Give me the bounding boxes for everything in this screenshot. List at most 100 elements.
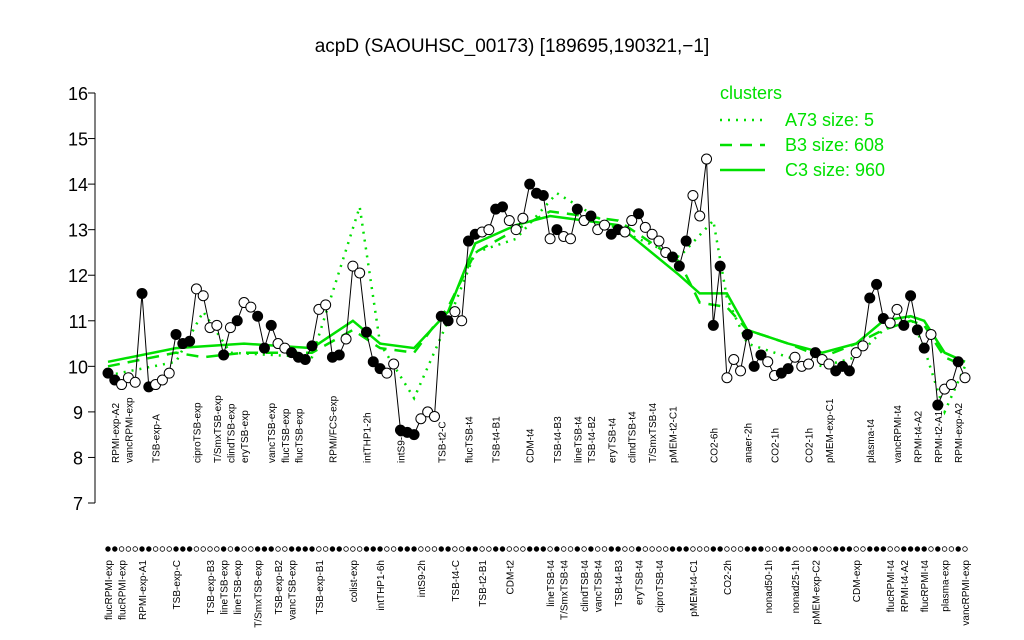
data-point <box>667 251 679 263</box>
data-point <box>265 319 277 331</box>
rug-dot <box>404 546 410 552</box>
rug-dot <box>615 546 621 552</box>
legend-title: clusters <box>720 83 782 103</box>
rug-dot <box>962 546 968 552</box>
data-point <box>224 322 236 334</box>
data-line <box>107 159 966 436</box>
x-tick-label: TSB-t2-B1 <box>478 560 489 607</box>
rug-dot <box>805 546 812 552</box>
data-point <box>551 224 563 236</box>
data-point <box>184 335 196 347</box>
rug-dot <box>928 546 934 552</box>
x-tick-label: flucTSB-t4 <box>464 416 475 463</box>
data-point <box>755 349 767 361</box>
x-tick-label: pMEM-t2-C1 <box>669 406 680 463</box>
cluster-line <box>107 214 966 364</box>
rug-dot <box>561 546 567 552</box>
data-point <box>932 399 944 411</box>
rug-dot <box>588 546 594 552</box>
rug-dot <box>690 546 696 552</box>
rug-dot <box>669 546 676 552</box>
x-tick-label: TSB-t4-B3 <box>614 560 625 607</box>
data-point <box>102 367 114 379</box>
rug-dot <box>499 546 506 552</box>
y-tick-label: 8 <box>73 448 83 468</box>
x-tick-label: RPMI-t2-A1 <box>934 410 945 463</box>
rug-dot <box>125 546 132 552</box>
data-point <box>136 287 148 299</box>
rug-dot <box>336 546 342 552</box>
x-tick-label: eryTSB-t4 <box>607 418 618 463</box>
rug-dot <box>751 546 757 552</box>
data-point <box>707 319 719 331</box>
data-point <box>952 356 964 368</box>
rug-dot <box>513 546 519 552</box>
x-tick-label: flucRPMI-exp <box>104 560 115 620</box>
x-tick-label: pMEM-exp-C2 <box>811 560 822 625</box>
data-point <box>701 153 713 165</box>
x-tick-label: vancTSB-exp <box>288 560 299 620</box>
data-point <box>496 201 508 213</box>
data-point <box>510 224 522 236</box>
chart-title: acpD (SAOUHSC_00173) [189695,190321,−1] <box>315 36 710 57</box>
data-point <box>871 278 883 290</box>
data-point <box>462 235 474 247</box>
data-point <box>347 260 359 272</box>
x-tick-label: CO2-1h <box>771 428 782 463</box>
x-tick-label: TSB-exp-A <box>152 414 163 463</box>
rug-dot <box>683 546 689 552</box>
legend-label: C3 size: 960 <box>785 160 885 180</box>
cluster-line <box>107 191 967 416</box>
rug-dot <box>316 546 322 552</box>
data-point <box>245 301 257 313</box>
x-tick-label: nonad25-1h <box>791 560 802 613</box>
data-point <box>762 356 774 368</box>
data-point <box>639 221 651 233</box>
rug-dot <box>717 546 723 552</box>
y-tick-label: 10 <box>68 357 88 377</box>
rug-dot <box>935 546 941 552</box>
data-point <box>456 315 468 327</box>
data-point <box>911 324 923 336</box>
x-tick-label: TSB-t4-B2 <box>587 416 598 463</box>
x-tick-label: colist-exp <box>349 560 360 603</box>
data-point <box>333 349 345 361</box>
data-point <box>231 315 243 327</box>
rug-dot <box>397 546 404 552</box>
rug-dot <box>227 546 234 552</box>
rug-dot <box>744 546 751 552</box>
legend-label: A73 size: 5 <box>785 110 874 130</box>
data-point <box>170 328 182 340</box>
x-tick-label: RPMI-t4-A2 <box>913 410 924 463</box>
data-point <box>367 356 379 368</box>
rug-dot <box>105 546 111 552</box>
rug-dot <box>207 546 213 552</box>
rug-dot <box>941 546 948 552</box>
rug-dot <box>826 546 832 552</box>
x-tick-label: anaer-2h <box>743 423 754 463</box>
rug-dot <box>520 546 526 552</box>
y-tick-label: 7 <box>73 494 83 514</box>
rug-dot <box>608 546 615 552</box>
x-tick-label: TSB-exp-B3 <box>206 560 217 615</box>
data-point <box>197 290 209 302</box>
rug-dot <box>254 546 261 552</box>
x-tick-label: flucRPMI-t4 <box>886 560 897 613</box>
x-tick-label: CO2-2h <box>723 560 734 595</box>
data-point <box>211 319 223 331</box>
y-tick-label: 12 <box>68 266 88 286</box>
rug-dot <box>506 546 512 552</box>
x-tick-label: flucRPMI-t4 <box>920 560 931 613</box>
x-tick-label: CO2-1h <box>805 428 816 463</box>
rug-dot <box>778 546 785 552</box>
data-point <box>163 367 175 379</box>
x-tick-label: eryTSB-t4 <box>635 560 646 605</box>
rug-dot <box>758 546 764 552</box>
x-tick-label: RPMI-exp-A1 <box>138 560 149 620</box>
data-point <box>843 365 855 377</box>
x-tick-label: lineTSB-exp <box>233 560 244 615</box>
rug-dot <box>390 546 397 552</box>
data-point <box>524 178 536 190</box>
rug-dot <box>356 546 363 552</box>
data-point <box>803 358 815 370</box>
